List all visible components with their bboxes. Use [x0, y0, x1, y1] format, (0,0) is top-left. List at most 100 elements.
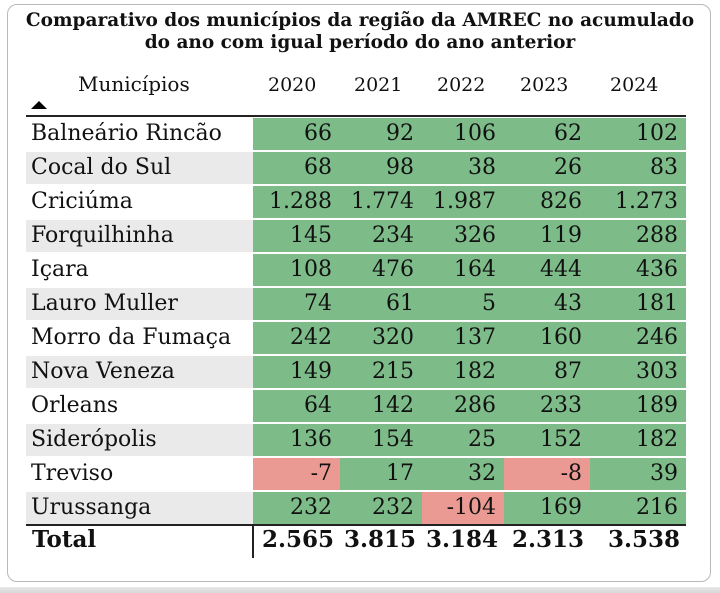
- value-cell: 39: [590, 458, 686, 490]
- sort-ascending-icon[interactable]: [31, 101, 47, 109]
- table-row: Nova Veneza 149 215 182 87 303: [26, 356, 686, 388]
- table-row: Lauro Muller 74 61 5 43 181: [26, 288, 686, 320]
- value-cell: 61: [340, 288, 422, 320]
- value-cell: 5: [422, 288, 504, 320]
- table-row: Urussanga 232 232 -104 169 216: [26, 492, 686, 524]
- value-cell: 234: [340, 220, 422, 252]
- value-cell: 1.987: [422, 186, 504, 218]
- table-title: Comparativo dos municípios da região da …: [0, 10, 720, 54]
- value-cell: 1.288: [253, 186, 340, 218]
- municipality-name: Urussanga: [26, 492, 253, 524]
- value-cell: 87: [504, 356, 590, 388]
- municipality-name: Treviso: [26, 458, 253, 490]
- municipality-name: Orleans: [26, 390, 253, 422]
- value-cell: 43: [504, 288, 590, 320]
- title-line-1: Comparativo dos municípios da região da …: [25, 10, 695, 31]
- value-cell: 246: [590, 322, 686, 354]
- value-cell: 160: [504, 322, 590, 354]
- value-cell: 232: [340, 492, 422, 524]
- municipality-name: Morro da Fumaça: [26, 322, 253, 354]
- value-cell: 74: [253, 288, 340, 320]
- value-cell: 108: [253, 254, 340, 286]
- value-cell: 38: [422, 152, 504, 184]
- table-row: Treviso -7 17 32 -8 39: [26, 458, 686, 490]
- value-cell: 64: [253, 390, 340, 422]
- value-cell: 303: [590, 356, 686, 388]
- table-row: Içara 108 476 164 444 436: [26, 254, 686, 286]
- value-cell: 286: [422, 390, 504, 422]
- value-cell: 288: [590, 220, 686, 252]
- municipality-name: Cocal do Sul: [26, 152, 253, 184]
- table-row: Balneário Rincão 66 92 106 62 102: [26, 118, 686, 150]
- value-cell: 145: [253, 220, 340, 252]
- total-column-divider: [252, 524, 254, 558]
- value-cell: 142: [340, 390, 422, 422]
- value-cell: 476: [340, 254, 422, 286]
- value-cell: 1.273: [590, 186, 686, 218]
- value-cell: 189: [590, 390, 686, 422]
- municipality-name: Criciúma: [26, 186, 253, 218]
- value-cell: 25: [422, 424, 504, 456]
- value-cell: 232: [253, 492, 340, 524]
- table-row: Siderópolis 136 154 25 152 182: [26, 424, 686, 456]
- value-cell: 26: [504, 152, 590, 184]
- year-header-2020[interactable]: 2020: [268, 74, 317, 96]
- bottom-scroll-edge: [0, 587, 720, 593]
- value-cell: -104: [422, 492, 504, 524]
- value-cell: 444: [504, 254, 590, 286]
- value-cell: -8: [504, 458, 590, 490]
- value-cell: 242: [253, 322, 340, 354]
- value-cell: 152: [504, 424, 590, 456]
- value-cell: 436: [590, 254, 686, 286]
- total-value-2024: 3.538: [607, 526, 680, 553]
- year-header-2023[interactable]: 2023: [520, 74, 569, 96]
- municipality-name: Forquilhinha: [26, 220, 253, 252]
- value-cell: 215: [340, 356, 422, 388]
- value-cell: 181: [590, 288, 686, 320]
- value-cell: 17: [340, 458, 422, 490]
- table-row: Criciúma 1.288 1.774 1.987 826 1.273: [26, 186, 686, 218]
- table-row: Morro da Fumaça 242 320 137 160 246: [26, 322, 686, 354]
- value-cell: 326: [422, 220, 504, 252]
- value-cell: 233: [504, 390, 590, 422]
- title-line-2: do ano com igual período do ano anterior: [144, 32, 576, 53]
- table-row: Cocal do Sul 68 98 38 26 83: [26, 152, 686, 184]
- municipality-name: Içara: [26, 254, 253, 286]
- value-cell: 216: [590, 492, 686, 524]
- value-cell: 32: [422, 458, 504, 490]
- total-value-2022: 3.184: [425, 526, 498, 553]
- value-cell: 182: [422, 356, 504, 388]
- value-cell: 98: [340, 152, 422, 184]
- value-cell: -7: [253, 458, 340, 490]
- total-value-2023: 2.313: [511, 526, 584, 553]
- header-divider: [26, 115, 686, 117]
- value-cell: 826: [504, 186, 590, 218]
- total-value-2021: 3.815: [343, 526, 416, 553]
- municipality-name: Lauro Muller: [26, 288, 253, 320]
- value-cell: 149: [253, 356, 340, 388]
- value-cell: 1.774: [340, 186, 422, 218]
- value-cell: 320: [340, 322, 422, 354]
- value-cell: 164: [422, 254, 504, 286]
- year-header-2022[interactable]: 2022: [437, 74, 486, 96]
- value-cell: 83: [590, 152, 686, 184]
- year-header-2021[interactable]: 2021: [354, 74, 403, 96]
- total-divider: [26, 524, 686, 526]
- year-header-2024[interactable]: 2024: [610, 74, 659, 96]
- value-cell: 137: [422, 322, 504, 354]
- value-cell: 154: [340, 424, 422, 456]
- municipality-name: Nova Veneza: [26, 356, 253, 388]
- municipality-name: Siderópolis: [26, 424, 253, 456]
- value-cell: 119: [504, 220, 590, 252]
- municipality-name: Balneário Rincão: [26, 118, 253, 150]
- table-row: Forquilhinha 145 234 326 119 288: [26, 220, 686, 252]
- table-row: Orleans 64 142 286 233 189: [26, 390, 686, 422]
- value-cell: 102: [590, 118, 686, 150]
- total-value-2020: 2.565: [261, 526, 334, 553]
- value-cell: 169: [504, 492, 590, 524]
- value-cell: 66: [253, 118, 340, 150]
- value-cell: 68: [253, 152, 340, 184]
- value-cell: 92: [340, 118, 422, 150]
- total-label: Total: [32, 526, 97, 553]
- column-header-municipios[interactable]: Municípios: [78, 72, 190, 96]
